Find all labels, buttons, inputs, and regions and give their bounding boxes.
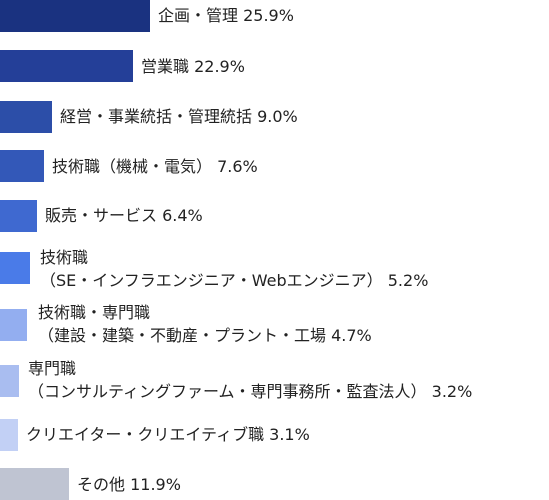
- bar-9: [0, 468, 69, 500]
- bar-5: [0, 252, 30, 284]
- bar-label-4-0: 販売・サービス 6.4%: [45, 206, 203, 225]
- bar-label-7-1: （コンサルティングファーム・専門事務所・監査法人） 3.2%: [28, 382, 472, 401]
- bar-label-2-0: 経営・事業統括・管理統括 9.0%: [60, 107, 298, 126]
- bar-label-6-1: （建設・建築・不動産・プラント・工場 4.7%: [38, 326, 372, 345]
- bar-label-8-0: クリエイター・クリエイティブ職 3.1%: [26, 425, 310, 444]
- bar-label-3-0: 技術職（機械・電気） 7.6%: [52, 157, 258, 176]
- bar-8: [0, 419, 18, 451]
- bar-label-9-0: その他 11.9%: [77, 475, 181, 494]
- bar-label-5-1: （SE・インフラエンジニア・Webエンジニア） 5.2%: [40, 271, 428, 290]
- bar-label-0-0: 企画・管理 25.9%: [158, 6, 294, 25]
- bar-label-7-0: 専門職: [28, 359, 76, 378]
- bar-3: [0, 150, 44, 182]
- bar-2: [0, 101, 52, 133]
- bar-1: [0, 50, 133, 82]
- bar-label-6-0: 技術職・専門職: [38, 303, 150, 322]
- bar-6: [0, 309, 27, 341]
- bar-label-1-0: 営業職 22.9%: [141, 57, 245, 76]
- bar-7: [0, 365, 19, 397]
- bar-0: [0, 0, 150, 32]
- bar-4: [0, 200, 37, 232]
- bar-label-5-0: 技術職: [40, 248, 88, 267]
